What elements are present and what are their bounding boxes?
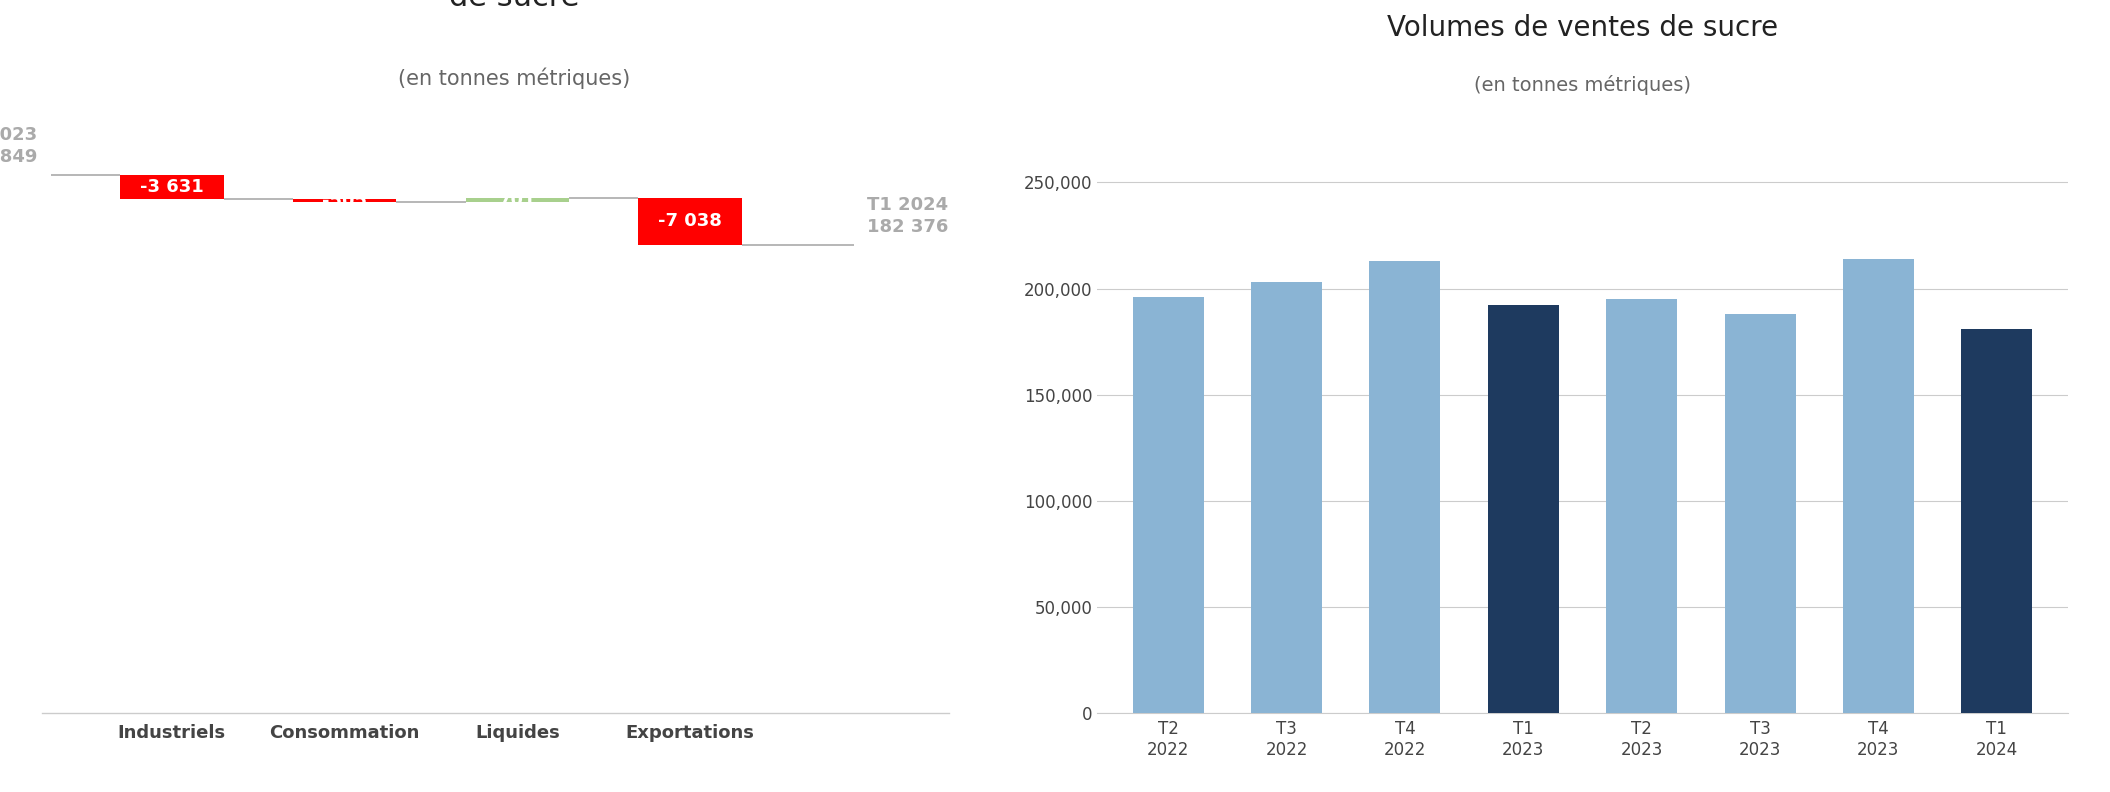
Bar [1369, 261, 1441, 713]
Text: -3 631: -3 631 [139, 178, 205, 196]
Text: Volumes de ventes de sucre: Volumes de ventes de sucre [1386, 13, 1779, 42]
Bar [293, 199, 397, 202]
Bar [1133, 297, 1203, 713]
Bar [1606, 299, 1677, 713]
Text: (en tonnes métriques): (en tonnes métriques) [1475, 75, 1690, 95]
Text: Variation des volumes de ventes
de sucre: Variation des volumes de ventes de sucre [266, 0, 764, 12]
Bar [120, 175, 224, 199]
Text: (en tonnes métriques): (en tonnes métriques) [399, 67, 631, 89]
Text: -505: -505 [323, 192, 367, 210]
Bar [466, 198, 570, 202]
Bar [1962, 329, 2032, 713]
Bar [639, 198, 743, 245]
Text: T1 2024
182 376: T1 2024 182 376 [867, 196, 947, 236]
Bar [1488, 306, 1559, 713]
Bar [1251, 282, 1323, 713]
Bar [1724, 314, 1796, 713]
Bar [1842, 259, 1914, 713]
Text: 701: 701 [498, 191, 536, 209]
Text: -7 038: -7 038 [658, 212, 722, 230]
Text: T1 2023
192 849: T1 2023 192 849 [0, 126, 38, 166]
